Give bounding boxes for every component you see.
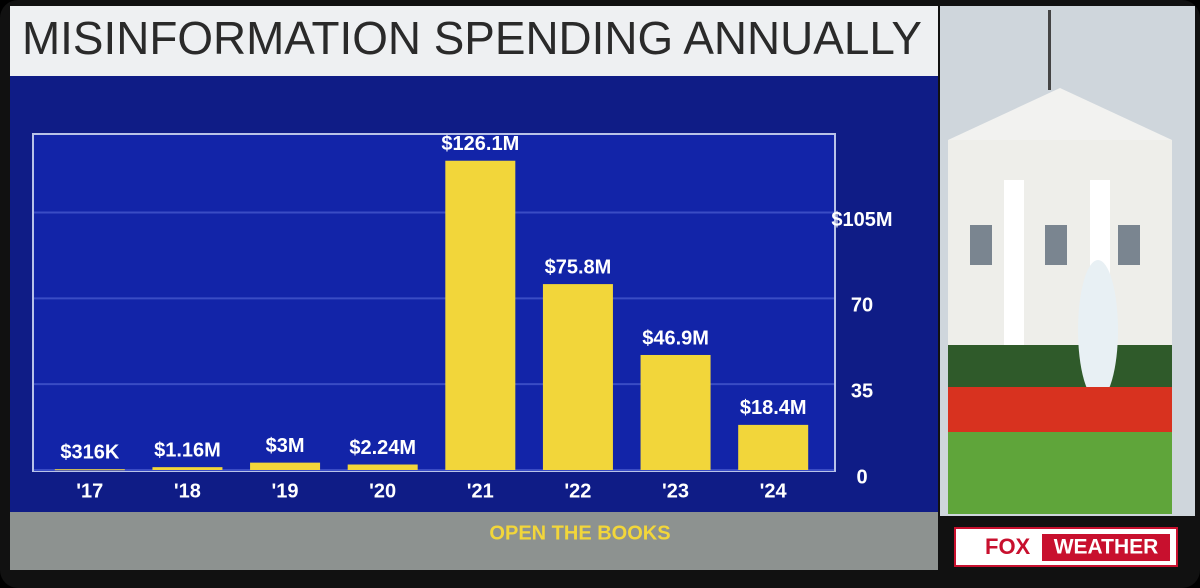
chart-title: MISINFORMATION SPENDING ANNUALLY — [22, 12, 922, 64]
bar — [738, 424, 809, 470]
y-tick-label: $105M — [831, 209, 892, 231]
value-label: $18.4M — [740, 397, 807, 419]
value-label: $2.24M — [349, 437, 416, 459]
logo-right: WEATHER — [1054, 536, 1159, 559]
y-tick-label: 70 — [851, 295, 873, 317]
plot-frame — [32, 133, 836, 472]
bar — [250, 462, 321, 470]
value-label: $126.1M — [441, 133, 519, 155]
x-tick-label: '23 — [662, 480, 689, 502]
x-tick-label: '20 — [369, 480, 396, 502]
value-label: $1.16M — [154, 439, 221, 461]
x-tick-label: '24 — [760, 480, 788, 502]
value-label: $316K — [60, 442, 119, 464]
y-tick-label: 35 — [851, 380, 873, 402]
white-house-photo — [940, 6, 1195, 516]
x-tick-label: '22 — [564, 480, 591, 502]
logo-left: FOX — [985, 534, 1031, 559]
source: OPEN THE BOOKS — [489, 522, 670, 544]
value-label: $75.8M — [545, 256, 612, 278]
x-tick-label: '18 — [174, 480, 201, 502]
bottom-strip — [10, 512, 938, 570]
value-label: $46.9M — [642, 327, 709, 349]
bar — [347, 464, 418, 470]
bar — [542, 284, 613, 470]
logo-band — [1042, 534, 1170, 561]
x-tick-label: '21 — [467, 480, 494, 502]
title-bar — [10, 6, 938, 76]
x-tick-label: '19 — [272, 480, 299, 502]
y-tick-label: 0 — [856, 466, 867, 488]
bar — [152, 467, 223, 470]
bar — [54, 469, 125, 471]
value-label: $3M — [266, 435, 305, 457]
bar — [640, 354, 711, 470]
bar — [445, 160, 516, 470]
x-tick-label: '17 — [76, 480, 103, 502]
